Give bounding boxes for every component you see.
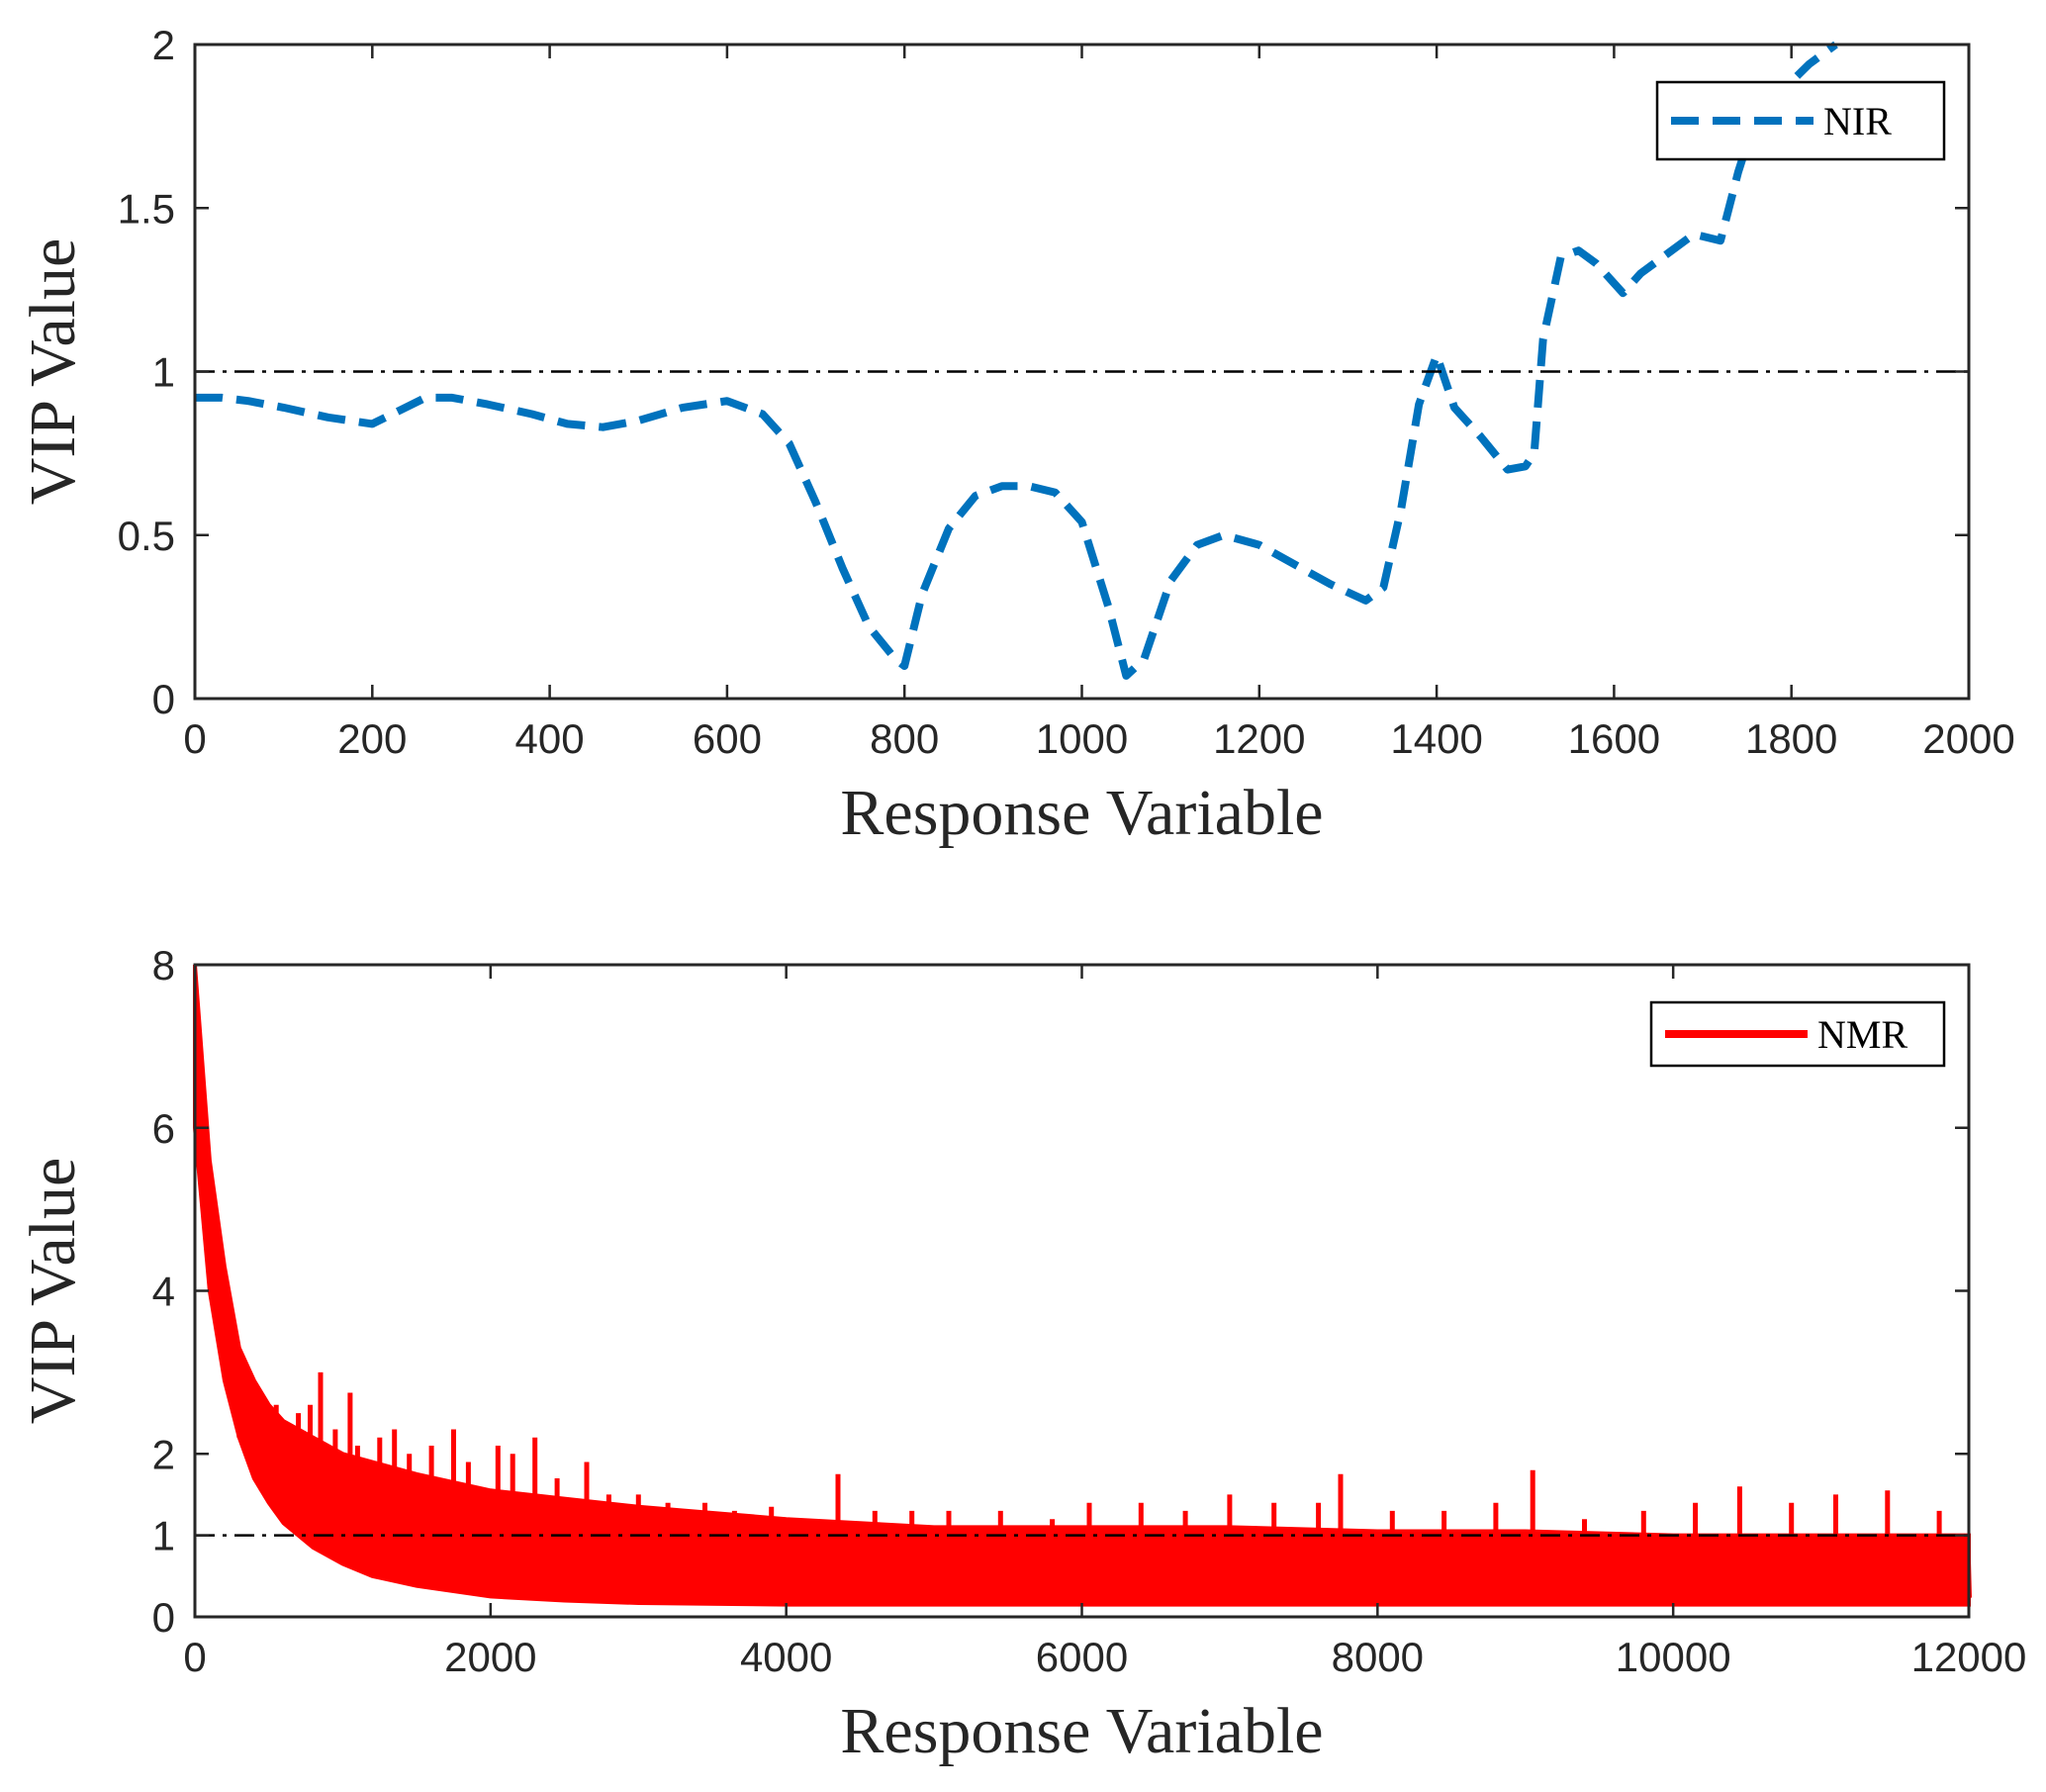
nir-x-tick-label: 200 <box>337 715 407 762</box>
nir-x-tick-label: 0 <box>183 715 206 762</box>
nir-x-tick-label: 1200 <box>1213 715 1305 762</box>
nmr-y-tick-label: 2 <box>152 1431 175 1477</box>
nir-y-axis-label: VIP Value <box>17 238 89 505</box>
nir-legend: NIR <box>1655 80 1946 161</box>
nir-series-layer <box>195 41 1838 680</box>
nir-x-axis-label: Response Variable <box>840 777 1323 849</box>
nir-series-line <box>195 41 1838 680</box>
nmr-x-axis-label: Response Variable <box>840 1695 1323 1767</box>
nir-y-tick-label: 1 <box>152 349 175 396</box>
nmr-chart-panel: 0 2000 4000 6000 8000 10000 12000 0 1 2 4 6 8 Respon… <box>17 942 2026 1767</box>
nmr-y-tick-label: 4 <box>152 1269 175 1315</box>
nmr-x-tick-label: 6000 <box>1036 1634 1128 1680</box>
nir-x-tick-label: 1400 <box>1390 715 1482 762</box>
nmr-legend: NMR <box>1649 1000 1946 1068</box>
nir-x-tick-label: 1600 <box>1568 715 1660 762</box>
nmr-series-layer <box>193 964 1972 1607</box>
nmr-y-tick-label: 6 <box>152 1105 175 1152</box>
nir-y-tick-label: 1.5 <box>118 185 175 232</box>
nmr-series-noise <box>193 1066 1972 1605</box>
nir-y-tick-label: 0 <box>152 676 175 722</box>
nir-legend-label: NIR <box>1823 99 1892 143</box>
nir-x-tick-label: 400 <box>515 715 585 762</box>
nir-x-tick-label: 2000 <box>1922 715 2014 762</box>
nmr-x-tick-label: 8000 <box>1332 1634 1424 1680</box>
nir-chart-panel: 0 200 400 600 800 1000 1200 1400 1600 1800 2000 0 0.… <box>17 22 2015 849</box>
nmr-ticks-layer: 0 2000 4000 6000 8000 10000 12000 0 1 2 4 6 8 <box>152 942 2027 1680</box>
nmr-x-tick-label: 4000 <box>740 1634 832 1680</box>
nir-x-tick-label: 1800 <box>1745 715 1837 762</box>
nir-x-tick-label: 800 <box>870 715 939 762</box>
nmr-y-axis-label: VIP Value <box>17 1158 89 1424</box>
nir-y-tick-label: 2 <box>152 22 175 68</box>
nmr-x-tick-label: 10000 <box>1616 1634 1731 1680</box>
nmr-x-tick-label: 12000 <box>1911 1634 2027 1680</box>
nmr-legend-label: NMR <box>1817 1012 1907 1057</box>
nmr-y-tick-label: 1 <box>152 1513 175 1559</box>
nir-y-tick-label: 0.5 <box>118 513 175 559</box>
nmr-y-tick-label: 8 <box>152 942 175 989</box>
nmr-y-tick-label: 0 <box>152 1594 175 1641</box>
nmr-x-tick-label: 0 <box>183 1634 206 1680</box>
nir-x-tick-label: 1000 <box>1036 715 1128 762</box>
nmr-x-tick-label: 2000 <box>444 1634 536 1680</box>
nir-ticks-layer: 0 200 400 600 800 1000 1200 1400 1600 1800 2000 0 0.… <box>118 22 2015 762</box>
nir-x-tick-label: 600 <box>693 715 762 762</box>
